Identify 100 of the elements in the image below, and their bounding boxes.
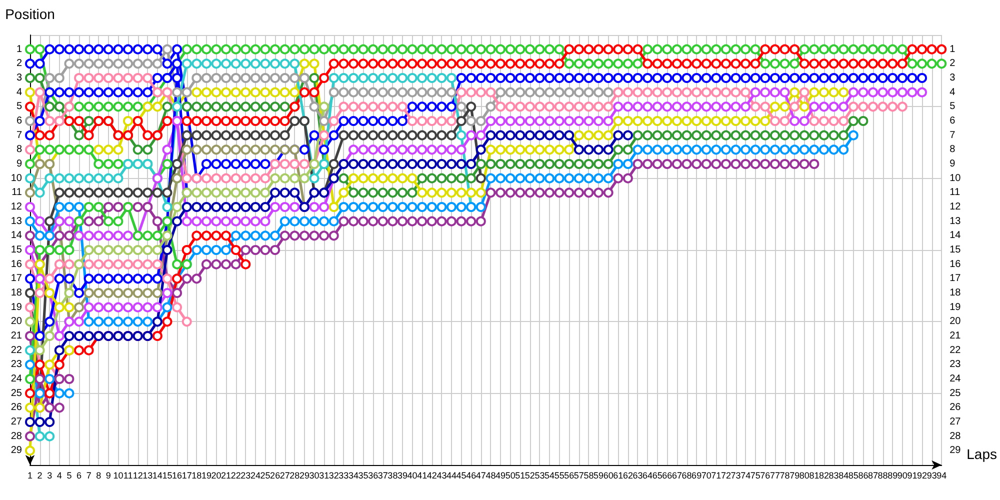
x-tick-label: 20 [211, 470, 222, 480]
x-tick-label: 12 [132, 470, 143, 480]
x-tick-label: 91 [907, 470, 918, 480]
x-tick-label: 86 [858, 470, 868, 480]
x-axis-title: Laps [966, 446, 997, 462]
y2-tick-label: 8 [950, 144, 956, 156]
x-tick-label: 29 [299, 470, 310, 480]
x-tick-label: 22 [230, 470, 241, 480]
y2-tick-label: 25 [950, 388, 962, 399]
y-tick-label: 27 [10, 416, 22, 428]
y-tick-label: 17 [10, 273, 22, 284]
x-tick-label: 23 [240, 470, 251, 480]
x-tick-label: 2 [37, 470, 42, 480]
x-tick-label: 87 [868, 470, 878, 480]
y-tick-label: 16 [10, 258, 22, 270]
y-tick-label: 10 [10, 172, 22, 184]
x-tick-label: 48 [486, 470, 496, 480]
y-tick-label: 28 [10, 430, 22, 442]
y-tick-label: 25 [10, 388, 22, 399]
x-tick-label: 33 [338, 470, 349, 480]
y-tick-label: 18 [10, 288, 22, 298]
x-tick-label: 53 [534, 470, 545, 480]
x-tick-label: 66 [662, 470, 672, 480]
y-tick-label: 3 [16, 72, 22, 84]
x-tick-label: 16 [172, 470, 182, 480]
y2-tick-label: 17 [950, 273, 962, 284]
x-tick-label: 73 [730, 470, 741, 480]
y2-tick-label: 1 [950, 44, 956, 55]
x-tick-label: 45 [456, 470, 466, 480]
x-tick-label: 15 [162, 470, 172, 480]
y-tick-label: 11 [12, 187, 22, 198]
y-tick-label: 26 [10, 402, 22, 414]
y2-tick-label: 5 [950, 101, 956, 112]
y-tick-label: 5 [16, 101, 22, 112]
x-tick-label: 56 [564, 470, 574, 480]
x-tick-label: 88 [878, 470, 888, 480]
x-tick-label: 58 [584, 470, 594, 480]
y-tick-label: 12 [10, 202, 22, 212]
y2-tick-label: 29 [950, 445, 962, 456]
y-tick-label: 15 [10, 244, 22, 256]
x-tick-label: 38 [388, 470, 398, 480]
x-tick-label: 71 [711, 470, 722, 480]
x-tick-label: 17 [182, 470, 192, 480]
y2-tick-label: 28 [950, 430, 962, 442]
x-tick-label: 84 [838, 470, 849, 480]
x-tick-label: 72 [720, 470, 731, 480]
y2-tick-label: 12 [950, 202, 962, 212]
y-tick-label: 19 [10, 302, 22, 313]
x-tick-label: 18 [192, 470, 202, 480]
x-tick-label: 32 [328, 470, 339, 480]
y-tick-label: 1 [16, 44, 22, 55]
x-tick-label: 59 [594, 470, 604, 480]
y2-tick-label: 4 [950, 86, 956, 98]
y-tick-label: 29 [10, 445, 22, 456]
x-tick-label: 64 [642, 470, 653, 480]
x-tick-label: 19 [201, 470, 212, 480]
x-tick-label: 24 [250, 470, 260, 480]
y2-tick-label: 7 [950, 130, 956, 141]
y-tick-label: 9 [16, 158, 22, 170]
x-tick-label: 77 [770, 470, 780, 480]
x-tick-label: 1 [27, 470, 33, 480]
x-tick-label: 75 [750, 470, 760, 480]
x-tick-label: 4 [56, 470, 62, 480]
y2-tick-label: 20 [950, 316, 962, 328]
x-tick-label: 50 [505, 470, 516, 480]
x-tick-label: 27 [280, 470, 290, 480]
y2-tick-label: 22 [950, 344, 962, 356]
x-tick-label: 90 [897, 470, 908, 480]
y2-tick-label: 2 [950, 58, 956, 70]
x-tick-label: 81 [809, 470, 820, 480]
y2-tick-label: 23 [950, 359, 962, 370]
y2-tick-label: 6 [950, 116, 956, 126]
x-tick-label: 39 [397, 470, 408, 480]
x-tick-label: 55 [554, 470, 564, 480]
x-tick-label: 6 [76, 470, 82, 480]
y-tick-label: 21 [10, 330, 22, 342]
x-tick-label: 68 [682, 470, 692, 480]
y-tick-label: 4 [16, 86, 22, 98]
x-tick-label: 78 [780, 470, 790, 480]
y2-tick-label: 24 [950, 374, 962, 384]
x-tick-label: 36 [368, 470, 378, 480]
x-tick-label: 3 [47, 470, 52, 480]
x-tick-label: 34 [348, 470, 358, 480]
y2-tick-label: 13 [950, 216, 962, 227]
x-tick-label: 92 [917, 470, 928, 480]
x-tick-label: 61 [613, 470, 624, 480]
y-tick-label: 8 [16, 144, 22, 156]
y-tick-label: 2 [16, 58, 22, 70]
x-tick-label: 49 [496, 470, 506, 480]
y-tick-label: 14 [10, 230, 22, 242]
y2-tick-label: 21 [950, 330, 962, 342]
x-tick-label: 63 [632, 470, 643, 480]
x-tick-label: 57 [574, 470, 584, 480]
x-tick-label: 80 [799, 470, 810, 480]
x-tick-label: 93 [926, 470, 937, 480]
x-tick-label: 5 [66, 470, 72, 480]
x-tick-label: 44 [446, 470, 457, 480]
x-tick-label: 41 [417, 470, 428, 480]
x-tick-label: 8 [96, 470, 102, 480]
y2-tick-label: 10 [950, 172, 962, 184]
